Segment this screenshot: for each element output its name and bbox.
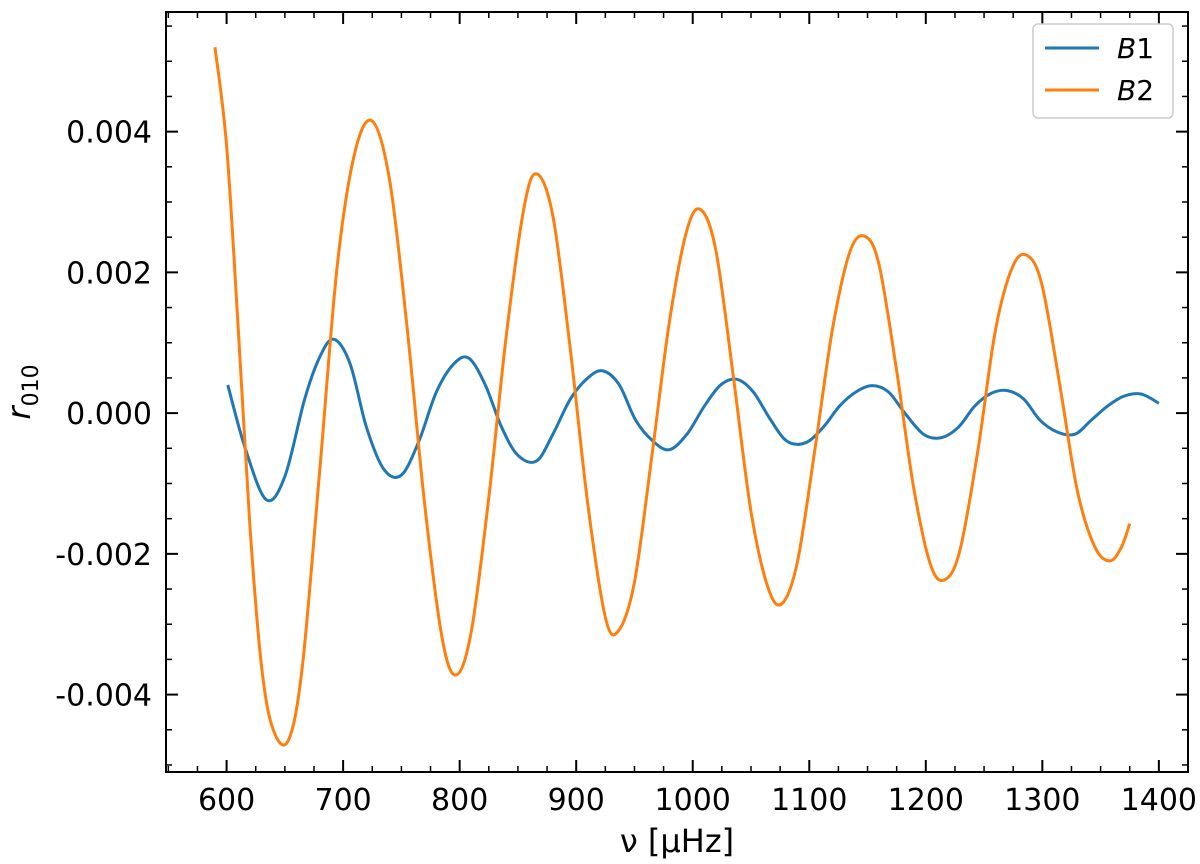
x-tick-label: 1400 [1121,783,1197,818]
ticks-layer: 600 700 800 900 1000 1100 1200 1300 1400 -0.004 -0… [55,12,1197,818]
x-tick-label: 1300 [1004,783,1080,818]
legend-label-plain: 1 [1136,32,1154,65]
x-tick-label: 800 [431,783,488,818]
legend-label-italic: B [1117,74,1136,107]
legend-label-b1: B1 [1117,32,1154,65]
y-tick-label: 0.004 [66,116,152,151]
y-tick-label: 0.000 [66,397,152,432]
y-axis-label-base: r [0,405,38,420]
x-tick-label: 1200 [888,783,964,818]
plot-frame [165,11,1189,773]
legend-label-b2: B2 [1117,74,1154,107]
x-tick-label: 1000 [655,783,731,818]
y-axis-label-sub: 010 [19,364,44,406]
x-axis-label: ν [μHz] [620,822,734,860]
x-tick-label: 700 [314,783,371,818]
x-tick-label: 600 [198,783,255,818]
legend-label-plain: 2 [1136,74,1154,107]
legend-label-italic: B [1117,32,1136,65]
y-tick-label: 0.002 [66,256,152,291]
series-line-b1 [226,337,1160,503]
y-tick-label: -0.002 [55,538,152,573]
series-line-b2 [213,47,1132,747]
x-tick-label: 900 [548,783,605,818]
y-axis-label: r010 [0,364,44,419]
x-tick-label: 1100 [771,783,847,818]
series-layer [213,47,1160,747]
y-tick-label: -0.004 [55,679,152,714]
